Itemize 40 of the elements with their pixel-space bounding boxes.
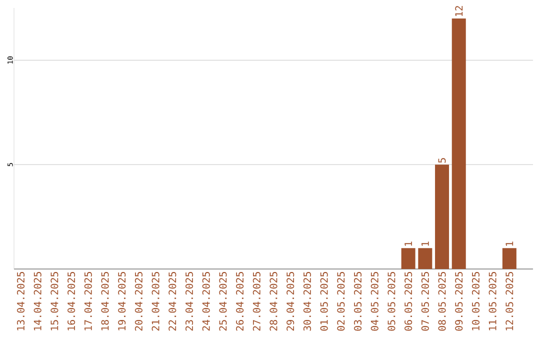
data-label: 12 <box>455 6 463 16</box>
x-tick-label: 25.04.2025 <box>219 272 227 331</box>
x-tick-label: 26.04.2025 <box>236 272 244 331</box>
x-tick-label: 11.05.2025 <box>488 272 496 330</box>
bar <box>401 248 416 269</box>
x-tick-label: 15.04.2025 <box>50 272 58 330</box>
x-tick-label: 04.05.2025 <box>370 272 378 331</box>
x-tick-label: 02.05.2025 <box>337 272 345 331</box>
bar <box>452 18 466 269</box>
data-label: 1 <box>506 242 514 246</box>
x-tick-label: 18.04.2025 <box>101 272 109 330</box>
x-tick-label: 08.05.2025 <box>438 272 446 331</box>
x-tick-label: 03.05.2025 <box>354 272 362 331</box>
x-tick-label: 24.04.2025 <box>202 272 210 331</box>
x-tick-label: 16.04.2025 <box>68 272 76 330</box>
data-label: 1 <box>404 242 412 246</box>
data-label: 5 <box>438 158 446 163</box>
x-tick-label: 10.05.2025 <box>472 272 480 330</box>
x-tick-label: 30.04.2025 <box>303 272 311 331</box>
x-tick-label: 20.04.2025 <box>134 272 142 331</box>
x-tick-label: 12.05.2025 <box>506 272 514 330</box>
x-tick-label: 09.05.2025 <box>455 272 463 331</box>
x-tick-label: 22.04.2025 <box>168 272 176 331</box>
x-tick-label: 21.04.2025 <box>152 272 160 331</box>
x-tick-label: 29.04.2025 <box>286 272 294 331</box>
x-tick-label: 27.04.2025 <box>252 272 260 331</box>
x-tick-label: 05.05.2025 <box>388 272 396 331</box>
x-tick-label: 28.04.2025 <box>270 272 278 331</box>
data-label: 1 <box>422 242 429 246</box>
x-tick-label: 19.04.2025 <box>118 272 126 330</box>
x-tick-label: 23.04.2025 <box>185 272 194 331</box>
bar <box>502 248 516 269</box>
x-tick-label: 07.05.2025 <box>421 272 429 331</box>
bar <box>435 164 450 269</box>
x-tick-label: 17.04.2025 <box>84 272 92 330</box>
bar <box>418 248 432 269</box>
x-tick-label: 14.04.2025 <box>34 272 42 330</box>
x-tick-label: 01.05.2025 <box>320 272 328 331</box>
x-tick-label: 06.05.2025 <box>404 272 412 331</box>
x-tick-label: 13.04.2025 <box>16 272 25 330</box>
